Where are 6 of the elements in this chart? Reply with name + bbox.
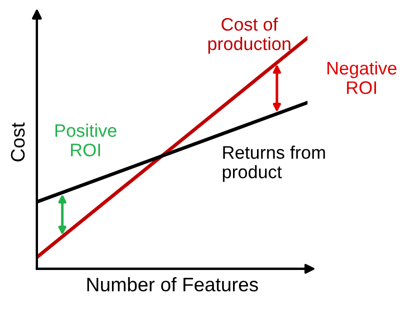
x-axis-title: Number of Features (87, 277, 258, 292)
annotation: Negative ROI (327, 61, 396, 94)
series-label: Returns from product (222, 146, 325, 182)
y-axis-title: Cost (10, 122, 25, 162)
annotation: Positive ROI (55, 124, 116, 156)
series-label: Cost of production (208, 18, 290, 54)
